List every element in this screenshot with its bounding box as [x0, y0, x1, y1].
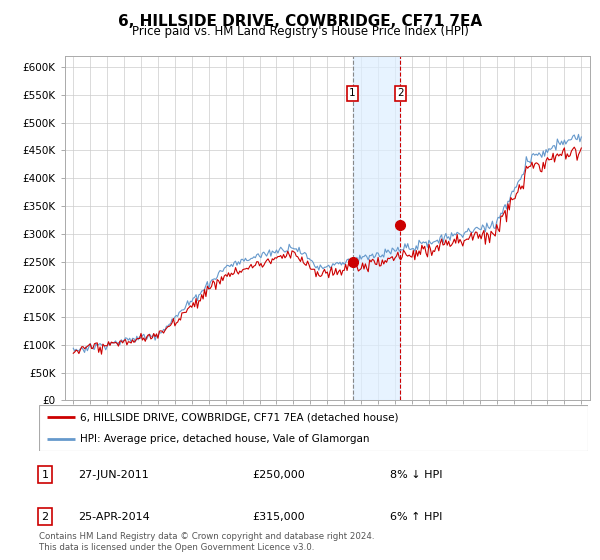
Text: 6, HILLSIDE DRIVE, COWBRIDGE, CF71 7EA: 6, HILLSIDE DRIVE, COWBRIDGE, CF71 7EA	[118, 14, 482, 29]
Text: HPI: Average price, detached house, Vale of Glamorgan: HPI: Average price, detached house, Vale…	[80, 435, 370, 444]
Text: £250,000: £250,000	[252, 470, 305, 479]
Text: 6% ↑ HPI: 6% ↑ HPI	[390, 512, 442, 521]
Text: 25-APR-2014: 25-APR-2014	[78, 512, 150, 521]
Text: 2: 2	[41, 512, 49, 521]
Text: 8% ↓ HPI: 8% ↓ HPI	[390, 470, 443, 479]
Text: Price paid vs. HM Land Registry's House Price Index (HPI): Price paid vs. HM Land Registry's House …	[131, 25, 469, 38]
Text: 2: 2	[397, 88, 404, 98]
Text: 1: 1	[41, 470, 49, 479]
Text: Contains HM Land Registry data © Crown copyright and database right 2024.
This d: Contains HM Land Registry data © Crown c…	[39, 532, 374, 552]
Text: 1: 1	[349, 88, 356, 98]
Text: 27-JUN-2011: 27-JUN-2011	[78, 470, 149, 479]
Bar	[353, 56, 400, 400]
Text: 6, HILLSIDE DRIVE, COWBRIDGE, CF71 7EA (detached house): 6, HILLSIDE DRIVE, COWBRIDGE, CF71 7EA (…	[80, 412, 398, 422]
Text: £315,000: £315,000	[252, 512, 305, 521]
